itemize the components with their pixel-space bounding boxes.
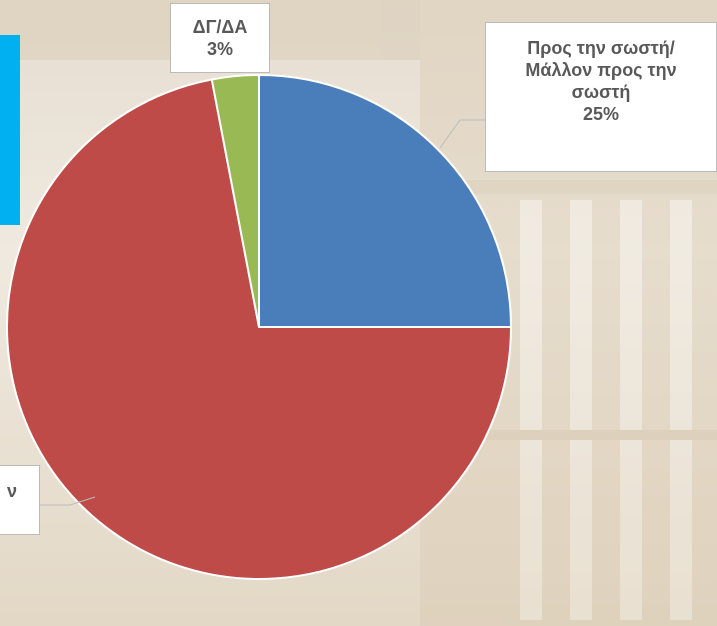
category-label: ν bbox=[0, 480, 17, 502]
value-label: 3% bbox=[171, 38, 269, 60]
slide: Προς την σωστή/Μάλλον προς την σωστή 25%… bbox=[0, 0, 717, 626]
category-label: ΔΓ/ΔΑ bbox=[171, 16, 269, 38]
accent-box bbox=[0, 35, 20, 225]
data-label: ΔΓ/ΔΑ 3% bbox=[170, 3, 270, 73]
value-label: 25% bbox=[502, 103, 700, 125]
data-label: ν bbox=[0, 465, 40, 535]
category-label: Προς την σωστή/Μάλλον προς την σωστή bbox=[502, 37, 700, 103]
data-label: Προς την σωστή/Μάλλον προς την σωστή 25% bbox=[485, 22, 717, 172]
